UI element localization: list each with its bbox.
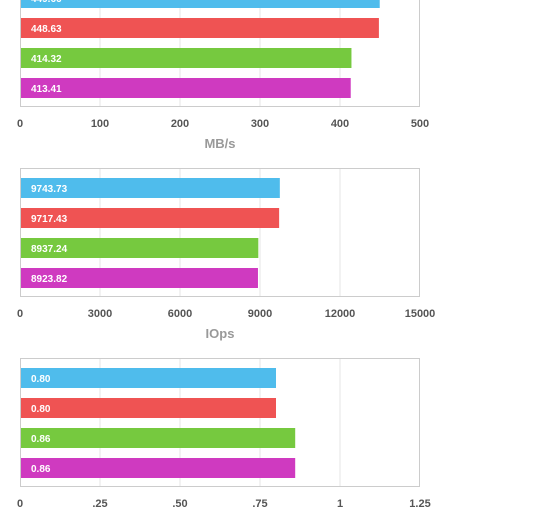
tick-label: 9000 (248, 308, 272, 320)
tick-label: .75 (252, 498, 267, 510)
tick-label: 0 (17, 308, 23, 320)
tick-label: 15000 (405, 308, 436, 320)
plot-frame (20, 168, 420, 297)
bar (21, 368, 276, 388)
bar-value-label: 9743.73 (31, 184, 68, 195)
bar (21, 458, 296, 478)
bar (21, 18, 379, 38)
bar (21, 428, 296, 448)
bar-value-label: 0.86 (31, 464, 51, 475)
chart-1: 449.66 448.63 414.32 413.41 0 100 200 300 400 500… (17, 0, 429, 151)
bar (21, 178, 280, 198)
tick-label: 3000 (88, 308, 112, 320)
tick-label: 0 (17, 498, 23, 510)
bar-value-label: 449.66 (31, 0, 62, 5)
bar-value-label: 0.86 (31, 434, 51, 445)
bar-value-label: 0.80 (31, 374, 51, 385)
bar-value-label: 8937.24 (31, 244, 68, 255)
tick-label: 200 (171, 118, 189, 130)
tick-label: 100 (91, 118, 109, 130)
bar-value-label: 414.32 (31, 54, 62, 65)
bar-value-label: 8923.82 (31, 274, 68, 285)
tick-label: 300 (251, 118, 269, 130)
tick-label: 500 (411, 118, 429, 130)
tick-label: .50 (172, 498, 187, 510)
tick-label: 1.25 (409, 498, 430, 510)
axis-title: IOps (206, 326, 235, 341)
tick-label: .25 (92, 498, 107, 510)
plot-frame (20, 0, 420, 107)
chart-2: 9743.73 9717.43 8937.24 8923.82 0 3000 6000 900… (17, 168, 435, 341)
tick-label: 1 (337, 498, 343, 510)
bar (21, 0, 380, 8)
tick-label: 12000 (325, 308, 356, 320)
plot-frame (20, 358, 420, 487)
chart-3: 0.80 0.80 0.86 0.86 0 .25 .50 .75 1 1.25 (17, 358, 431, 510)
bar (21, 268, 258, 288)
axis-title: MB/s (204, 136, 235, 151)
tick-label: 0 (17, 118, 23, 130)
bar (21, 398, 276, 418)
bar (21, 208, 280, 228)
bar-value-label: 0.80 (31, 404, 51, 415)
bar-value-label: 413.41 (31, 84, 62, 95)
bar-value-label: 9717.43 (31, 214, 68, 225)
bar (21, 78, 351, 98)
tick-label: 400 (331, 118, 349, 130)
bar (21, 238, 259, 258)
tick-label: 6000 (168, 308, 192, 320)
bar-value-label: 448.63 (31, 24, 62, 35)
bar (21, 48, 352, 68)
